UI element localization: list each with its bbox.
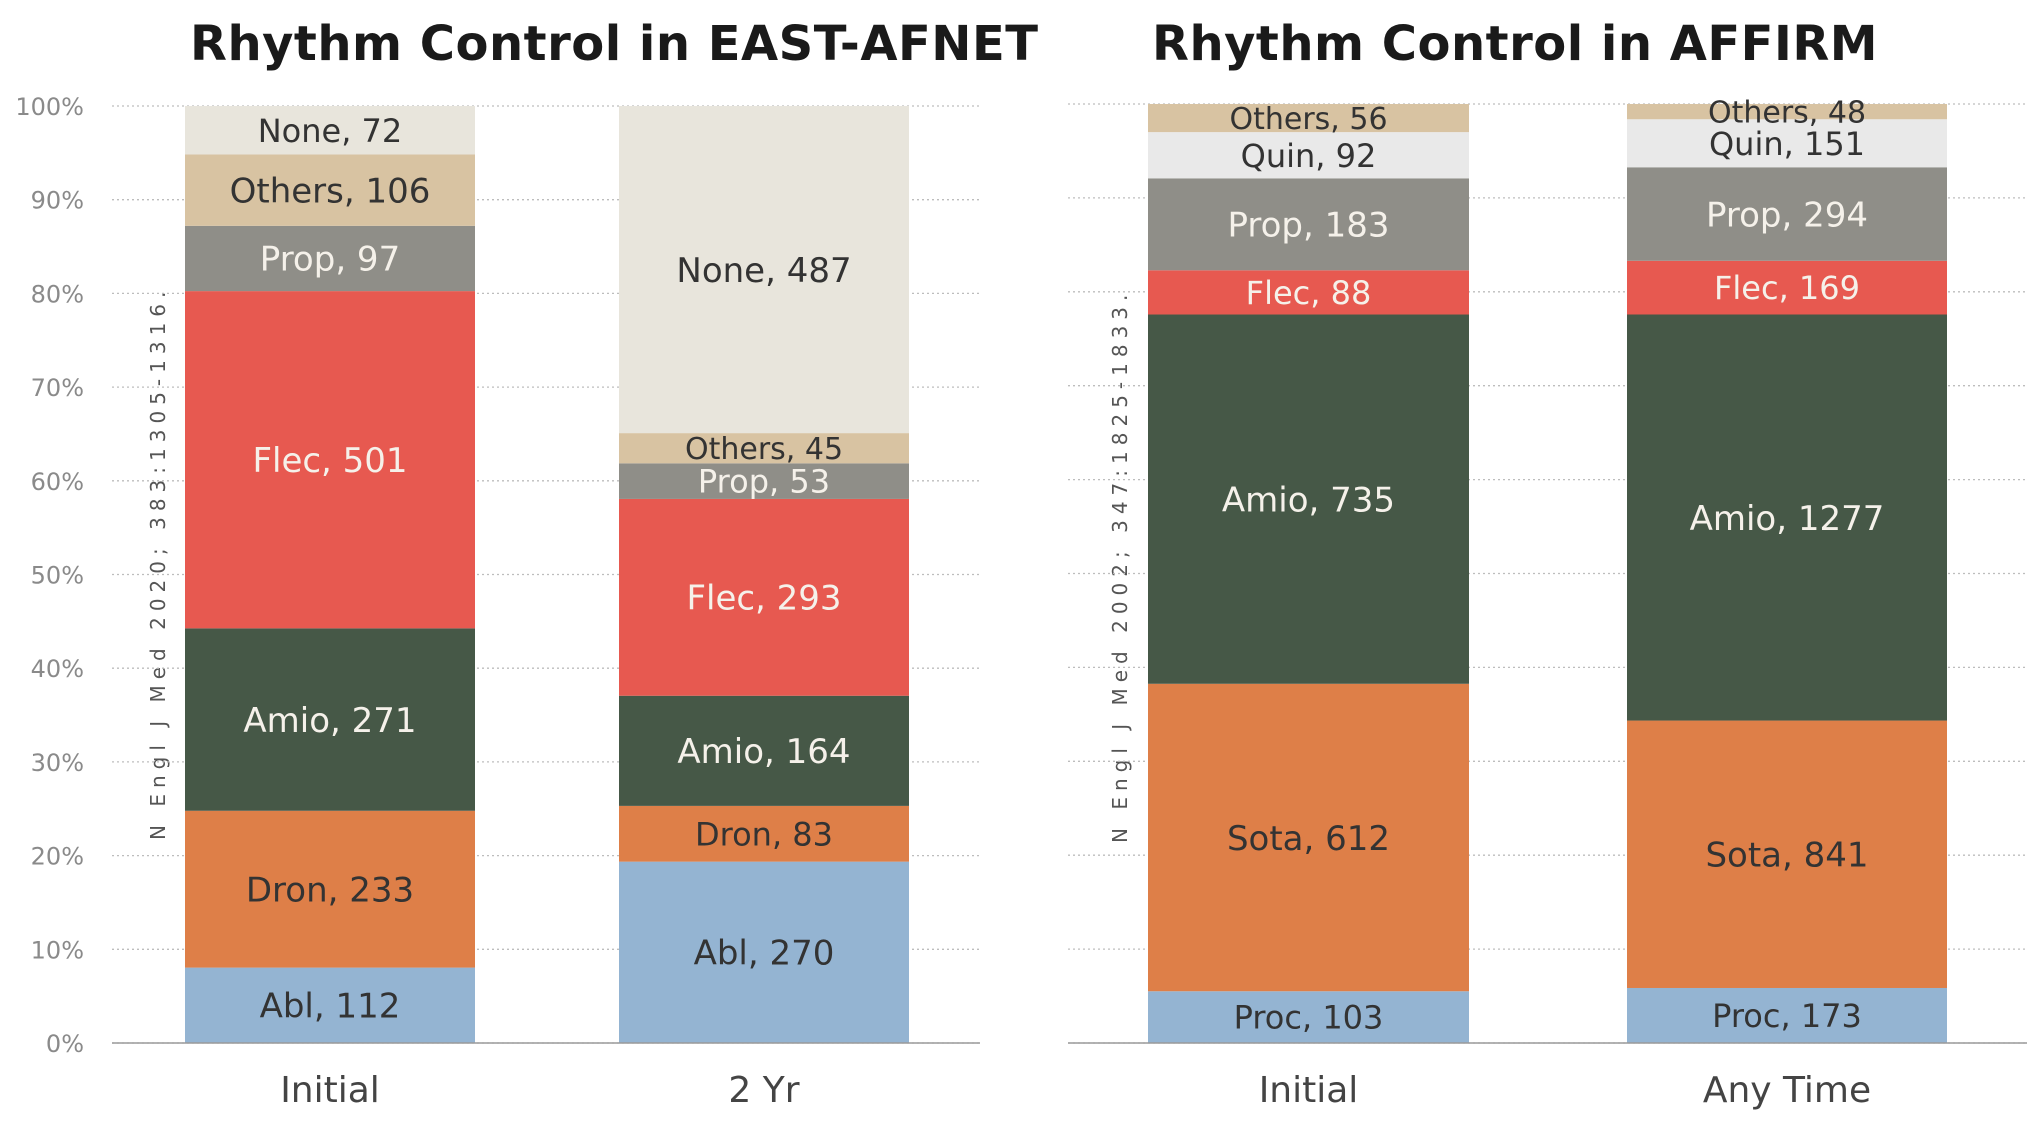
data-label: Flec, 169	[1714, 269, 1860, 307]
chart-title: Rhythm Control in AFFIRM	[1152, 16, 1879, 72]
y-tick-label: 70%	[31, 374, 84, 402]
data-label: Others, 106	[230, 171, 431, 211]
bar-segment-proc	[1627, 987, 1947, 1043]
bar-segment-flec	[1148, 270, 1469, 315]
bar-segment-prop	[1148, 178, 1469, 271]
bar-segment-prop	[1627, 167, 1947, 261]
bar-segment-dron	[619, 805, 909, 862]
y-tick-label: 20%	[31, 843, 84, 871]
data-label: Abl, 112	[260, 987, 401, 1027]
data-label: Prop, 294	[1706, 195, 1868, 235]
chart-panel-affirm: Rhythm Control in AFFIRM N Engl J Med 20…	[1000, 0, 2043, 1125]
y-tick-label: 40%	[31, 655, 84, 683]
stacked-bar-chart: Proc, 103 Sota, 612 Amio, 735 Flec, 88 Prop,…	[1068, 95, 2027, 1111]
data-label: None, 72	[258, 112, 403, 150]
x-tick-label: Initial	[1259, 1070, 1359, 1111]
bar-segment-quin	[1148, 132, 1469, 179]
y-tick-label: 80%	[31, 280, 84, 308]
bar-segment-prop	[619, 463, 909, 499]
y-tick-label: 90%	[31, 187, 84, 215]
y-tick-label: 100%	[15, 93, 84, 121]
data-label: Others, 45	[685, 432, 843, 467]
data-label: Flec, 501	[252, 441, 407, 481]
data-label: Amio, 271	[243, 701, 416, 741]
bar-segment-flec	[1627, 260, 1947, 315]
data-label: Dron, 233	[246, 870, 414, 910]
data-label: Sota, 841	[1705, 836, 1868, 876]
data-label: None, 487	[676, 251, 851, 291]
data-label: Flec, 293	[686, 579, 841, 619]
bar-segment-flec	[619, 498, 909, 696]
bar-segment-amio	[619, 695, 909, 806]
data-label: Dron, 83	[695, 815, 833, 853]
stacked-bar-chart: 0% 10% 20% 30% 40% 50% 60% 70% 80% 90% 100% Abl, 11…	[15, 93, 980, 1111]
bar-segment-flec	[185, 291, 475, 629]
data-label: Proc, 173	[1712, 997, 1862, 1035]
data-label: Others, 48	[1708, 95, 1866, 130]
bar-segment-dron	[185, 810, 475, 968]
chart-panel-east-afnet: Rhythm Control in EAST-AFNET N Engl J Me…	[0, 0, 1038, 1125]
bar-segment-amio	[185, 628, 475, 811]
data-label: Abl, 270	[694, 934, 835, 974]
bar-segment-others	[1627, 104, 1947, 120]
data-label: Amio, 164	[677, 732, 850, 772]
bar-segment-abl	[185, 967, 475, 1043]
data-label: Prop, 53	[698, 463, 830, 501]
y-tick-label: 0%	[46, 1030, 84, 1058]
bar-segment-others	[185, 154, 475, 226]
bar-segment-abl	[619, 861, 909, 1043]
bar-segment-amio	[1627, 314, 1947, 721]
bar-segment-proc	[1148, 991, 1469, 1043]
bar-segment-others	[1148, 104, 1469, 133]
x-tick-label: Any Time	[1703, 1070, 1871, 1111]
data-label: Sota, 612	[1227, 819, 1390, 859]
data-label: Amio, 1277	[1690, 499, 1885, 539]
data-label: Others, 56	[1229, 102, 1387, 137]
bar-segment-sota	[1627, 720, 1947, 988]
y-tick-label: 10%	[31, 936, 84, 964]
y-tick-label: 30%	[31, 749, 84, 777]
data-label: Quin, 92	[1241, 137, 1377, 175]
data-label: Prop, 97	[260, 240, 400, 280]
bar-segment-quin	[1627, 119, 1947, 168]
bar-segment-sota	[1148, 683, 1469, 992]
data-label: Flec, 88	[1246, 274, 1372, 312]
y-tick-label: 50%	[31, 562, 84, 590]
data-label: Quin, 151	[1709, 125, 1865, 163]
x-tick-label: 2 Yr	[728, 1070, 799, 1111]
bar-segment-prop	[185, 225, 475, 292]
bar-segment-amio	[1148, 314, 1469, 684]
bar-segment-others	[619, 433, 909, 464]
y-tick-label: 60%	[31, 468, 84, 496]
data-label: Amio, 735	[1222, 480, 1395, 520]
x-tick-label: Initial	[280, 1070, 380, 1111]
data-label: Proc, 103	[1234, 999, 1384, 1037]
bar-segment-none	[185, 106, 475, 155]
data-label: Prop, 183	[1227, 206, 1389, 246]
bar-segment-none	[619, 106, 909, 434]
chart-title: Rhythm Control in EAST-AFNET	[190, 16, 1039, 72]
